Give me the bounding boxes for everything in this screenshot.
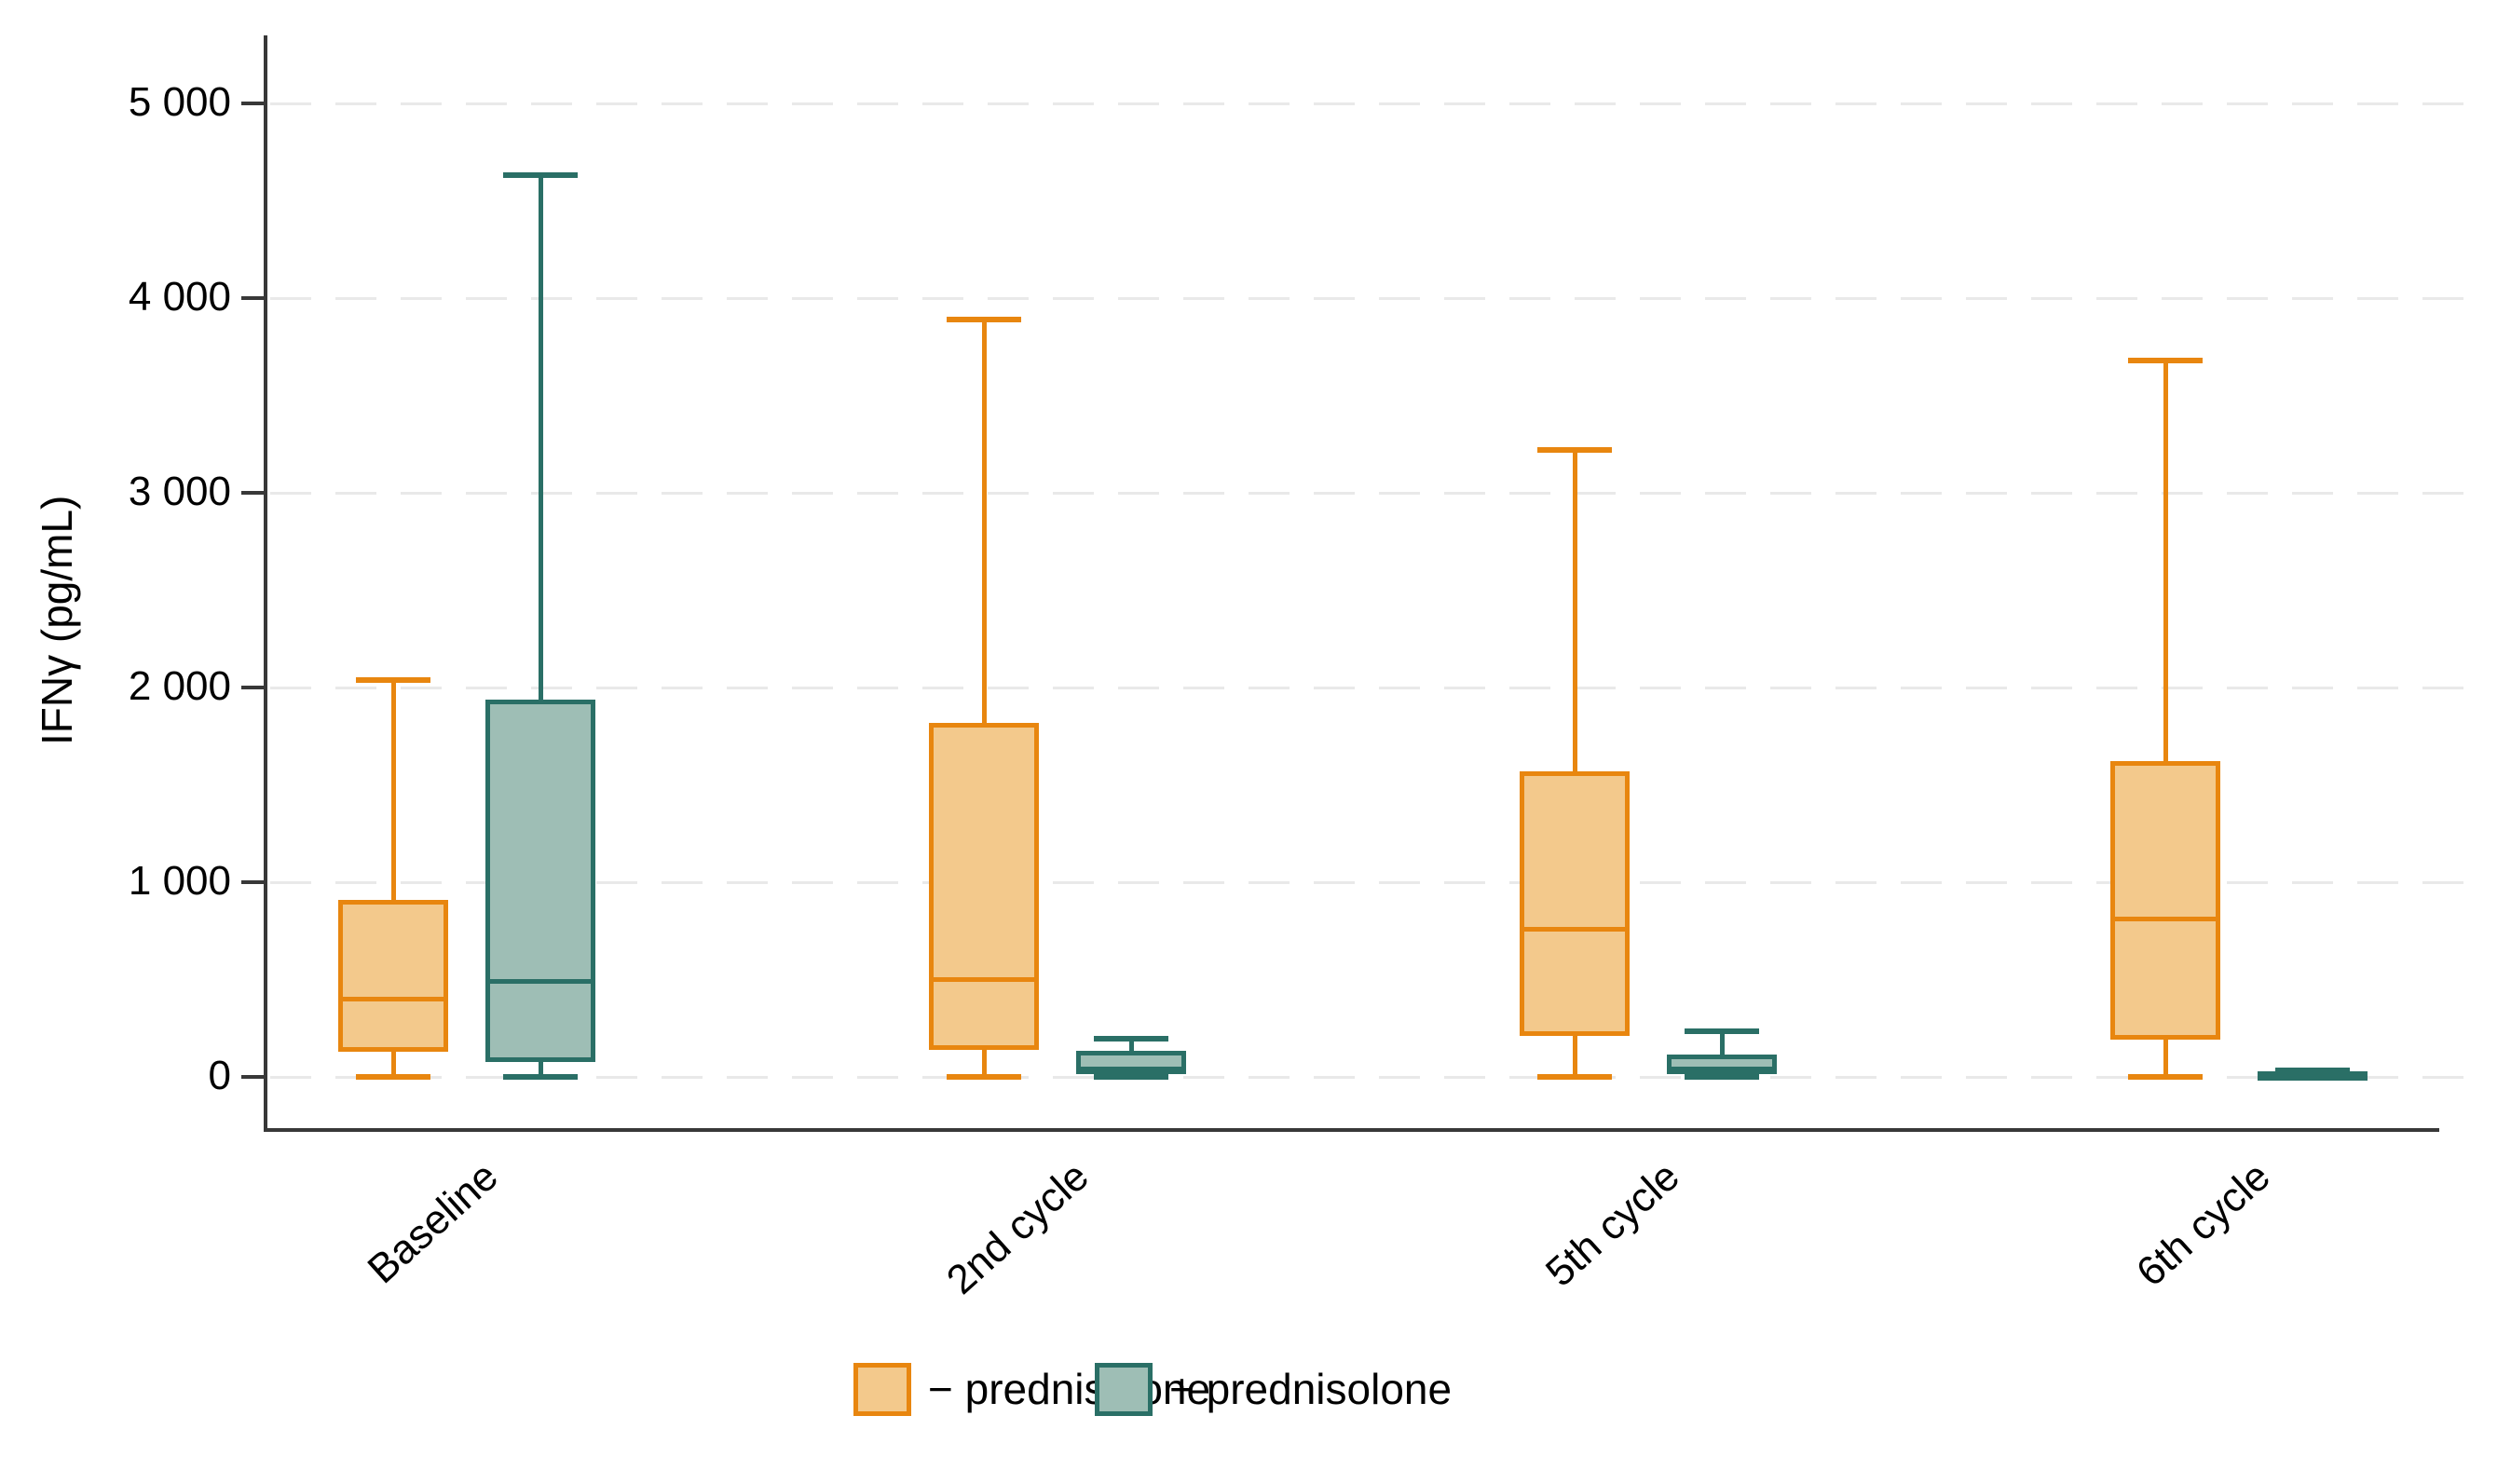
whisker-lower-minus-prednisolone-baseline [390,1051,396,1077]
median-plus-prednisolone-5th-cycle [1667,1067,1777,1072]
legend-swatch-plus-prednisolone [1095,1363,1153,1416]
whisker-lower-minus-prednisolone-6th-cycle [2163,1040,2168,1077]
whisker-lower-plus-prednisolone-baseline [538,1062,543,1077]
median-plus-prednisolone-2nd-cycle [1076,1067,1186,1072]
x-tick-label-1: Baseline [359,1153,507,1293]
y-tick-1000 [241,880,264,884]
y-tick-2000 [241,686,264,689]
whisker-cap-top-plus-prednisolone-baseline [503,172,578,179]
median-minus-prednisolone-baseline [338,996,448,1001]
legend-entry-minus-prednisolone: − prednisolone [853,1363,1210,1416]
whisker-cap-top-minus-prednisolone-baseline [356,676,430,683]
y-tick-5000 [241,102,264,105]
median-minus-prednisolone-6th-cycle [2110,917,2220,922]
y-tick-label-0: 0 [208,1053,231,1098]
whisker-upper-plus-prednisolone-baseline [538,175,543,700]
gridline-4000 [270,296,2474,300]
y-tick-label-5000: 5 000 [128,79,231,125]
box-plus-prednisolone-baseline [485,699,595,1063]
x-tick-label-4: 6th cycle [2127,1153,2279,1296]
y-tick-label-1000: 1 000 [128,858,231,904]
whisker-cap-top-minus-prednisolone-6th-cycle [2128,357,2203,363]
y-tick-label-2000: 2 000 [128,663,231,709]
median-minus-prednisolone-2nd-cycle [929,977,1039,982]
whisker-cap-top-minus-prednisolone-5th-cycle [1537,447,1612,454]
box-minus-prednisolone-2nd-cycle [929,722,1039,1050]
whisker-cap-bottom-minus-prednisolone-2nd-cycle [947,1074,1021,1080]
whisker-cap-bottom-minus-prednisolone-baseline [356,1074,430,1080]
legend-label-plus-prednisolone: + prednisolone [1169,1365,1453,1413]
whisker-upper-minus-prednisolone-2nd-cycle [981,319,987,723]
y-axis-line [264,35,267,1132]
whisker-cap-bottom-plus-prednisolone-5th-cycle [1685,1074,1759,1080]
box-minus-prednisolone-5th-cycle [1520,770,1630,1037]
whisker-cap-top-minus-prednisolone-2nd-cycle [947,316,1021,322]
gridline-3000 [270,491,2474,495]
legend-swatch-minus-prednisolone [853,1363,911,1416]
gridline-5000 [270,102,2474,105]
legend-label-minus-prednisolone: − prednisolone [928,1365,1211,1413]
whisker-cap-top-plus-prednisolone-5th-cycle [1685,1028,1759,1034]
whisker-cap-bottom-minus-prednisolone-5th-cycle [1537,1074,1612,1080]
whisker-cap-bottom-plus-prednisolone-2nd-cycle [1094,1074,1168,1080]
whisker-upper-minus-prednisolone-baseline [390,679,396,900]
y-tick-4000 [241,296,264,300]
whisker-cap-top-plus-prednisolone-2nd-cycle [1094,1036,1168,1042]
median-plus-prednisolone-6th-cycle [2258,1072,2368,1078]
box-minus-prednisolone-6th-cycle [2110,761,2220,1041]
gridline-1000 [270,880,2474,884]
y-axis-title: IFNγ (pg/mL) [33,495,81,745]
whisker-cap-bottom-plus-prednisolone-baseline [503,1074,578,1080]
whisker-lower-minus-prednisolone-2nd-cycle [981,1049,987,1077]
whisker-upper-minus-prednisolone-6th-cycle [2163,360,2168,762]
box-minus-prednisolone-baseline [338,899,448,1052]
median-plus-prednisolone-baseline [485,979,595,985]
y-tick-label-3000: 3 000 [128,469,231,514]
y-tick-0 [241,1075,264,1079]
gridline-0 [270,1075,2474,1079]
y-tick-label-4000: 4 000 [128,274,231,320]
whisker-upper-plus-prednisolone-5th-cycle [1719,1030,1725,1055]
whisker-cap-bottom-minus-prednisolone-6th-cycle [2128,1074,2203,1080]
y-tick-3000 [241,491,264,495]
gridline-2000 [270,686,2474,689]
median-minus-prednisolone-5th-cycle [1520,926,1630,932]
whisker-upper-minus-prednisolone-5th-cycle [1572,450,1577,771]
legend-entry-plus-prednisolone: + prednisolone [1095,1363,1452,1416]
whisker-cap-top-plus-prednisolone-6th-cycle [2275,1067,2350,1073]
whisker-upper-plus-prednisolone-2nd-cycle [1128,1039,1134,1051]
whisker-lower-minus-prednisolone-5th-cycle [1572,1036,1577,1077]
x-axis-line [264,1128,2439,1132]
